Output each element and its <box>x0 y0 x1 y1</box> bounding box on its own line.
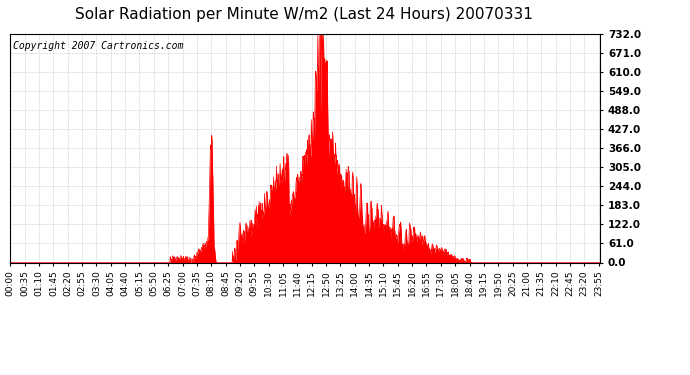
Text: Copyright 2007 Cartronics.com: Copyright 2007 Cartronics.com <box>13 40 184 51</box>
Text: Solar Radiation per Minute W/m2 (Last 24 Hours) 20070331: Solar Radiation per Minute W/m2 (Last 24… <box>75 8 533 22</box>
